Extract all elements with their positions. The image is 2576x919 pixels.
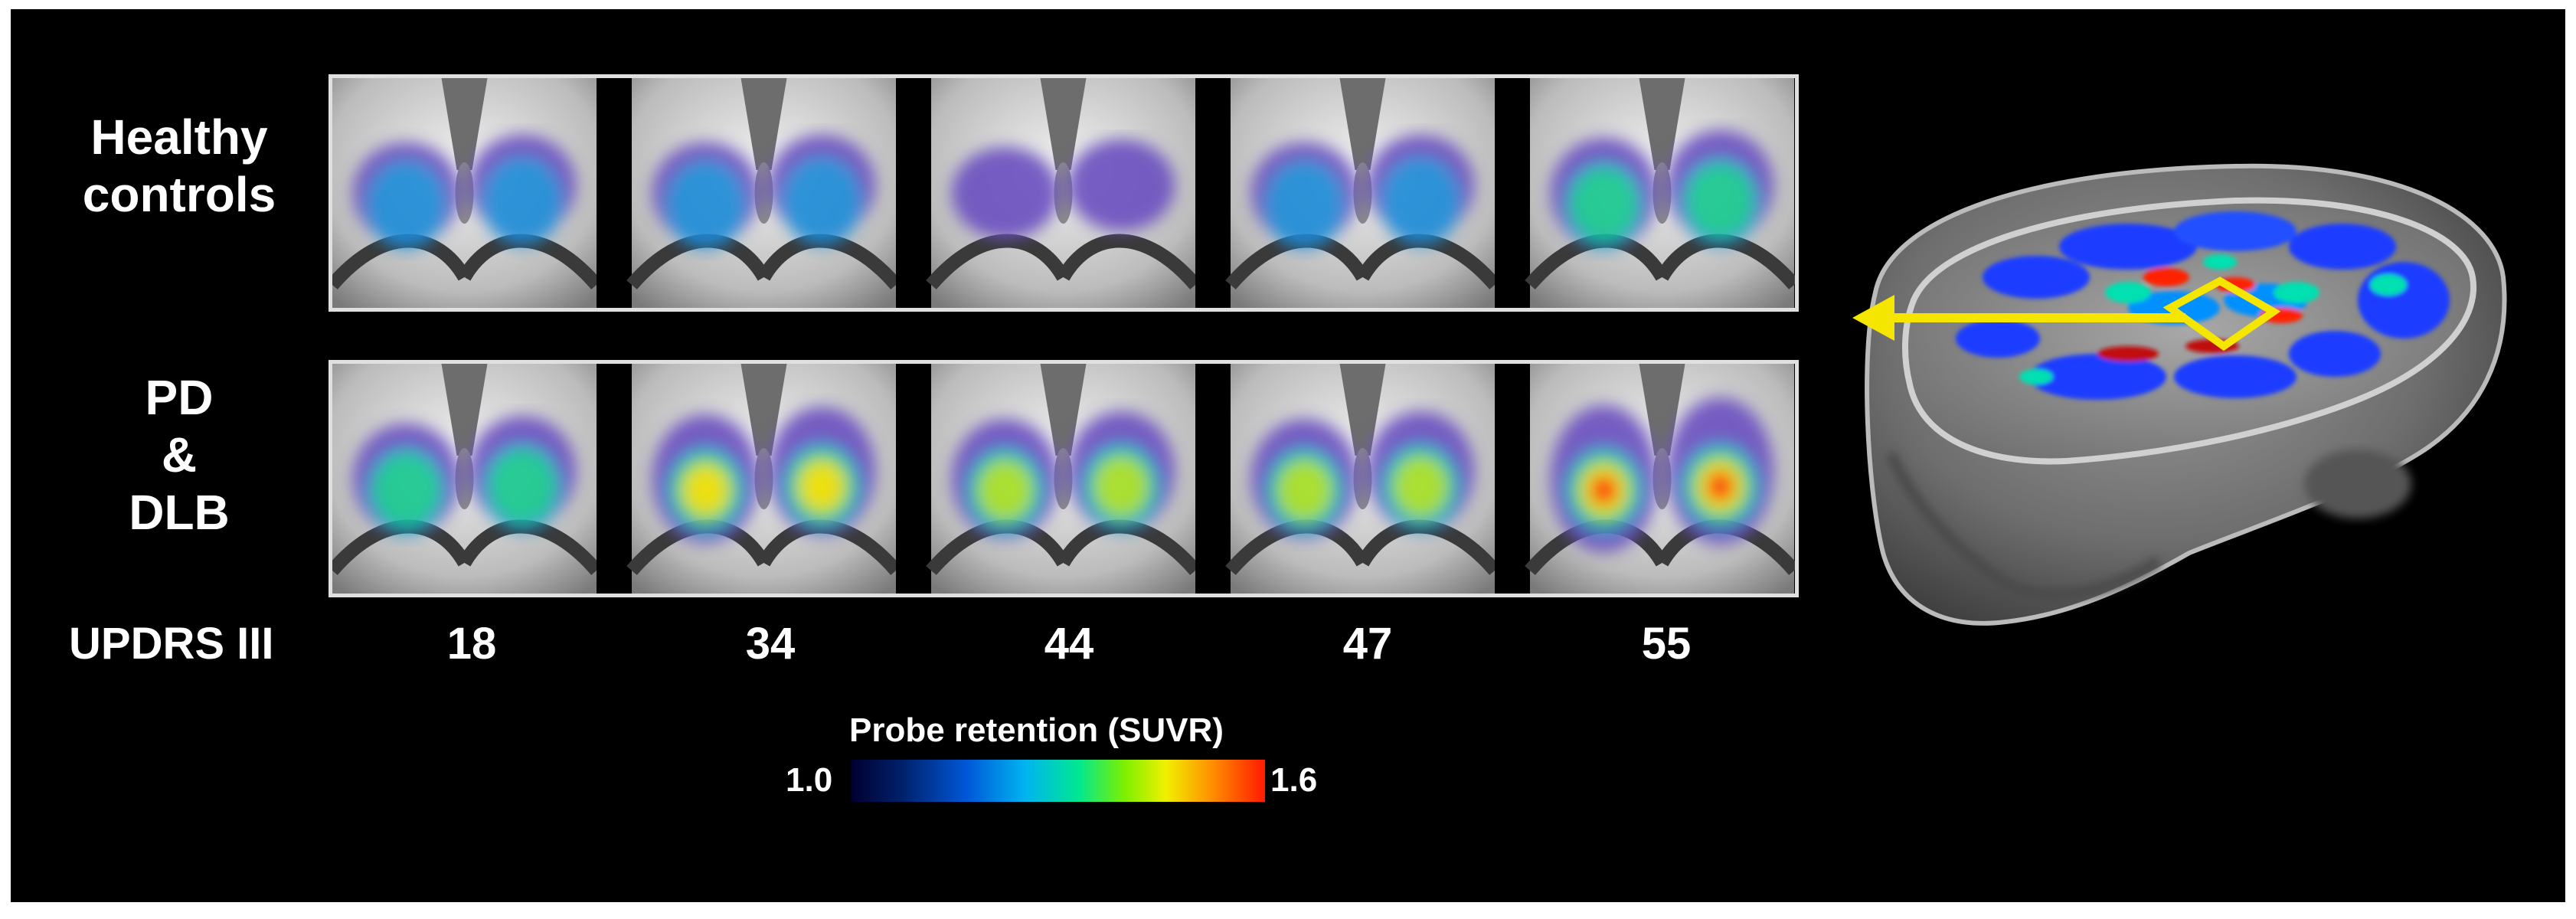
updrs-label: UPDRS III (69, 619, 274, 669)
updrs-score-4: 47 (1342, 619, 1393, 669)
hc-slice-separator (1195, 78, 1231, 308)
hc-svg (332, 78, 1795, 308)
figure-panel: Healthy controls PD & DLB UPDRS III 18 3… (11, 9, 2565, 902)
pet-overlay (1956, 211, 2450, 400)
hc-slice-4 (1225, 78, 1500, 308)
ear-shape (2304, 450, 2411, 518)
updrs-score-1: 18 (446, 619, 497, 669)
row-label-line: controls (82, 166, 276, 222)
pd-slice-4 (1225, 364, 1500, 594)
colorbar-min-label: 1.0 (786, 761, 833, 799)
hc-slice-separator (1495, 78, 1530, 308)
healthy-controls-pet-strip (329, 74, 1799, 312)
row-label-line: & (161, 427, 198, 482)
colorbar-gradient (852, 760, 1265, 802)
hc-slice-1 (332, 78, 602, 308)
colorbar-title: Probe retention (SUVR) (849, 711, 1224, 749)
pd-slice-5 (1525, 364, 1795, 594)
pd-slice-separator (597, 364, 632, 594)
pd-slice-separator (896, 364, 931, 594)
pd-slice-1 (332, 364, 602, 594)
pd-slice-2 (626, 364, 901, 594)
hc-slice-5 (1525, 78, 1795, 308)
arrow-head-icon (1852, 295, 1894, 341)
colorbar-max-label: 1.6 (1270, 761, 1318, 799)
updrs-score-3: 44 (1044, 619, 1094, 669)
pd-slice-separator (1495, 364, 1530, 594)
pd-svg (332, 364, 1795, 594)
face-shading (1885, 451, 2162, 600)
hc-slice-separator (896, 78, 931, 308)
row-label-line: Healthy (90, 110, 268, 165)
hc-slice-2 (626, 78, 901, 308)
updrs-score-2: 34 (745, 619, 796, 669)
pd-slice-3 (926, 364, 1201, 594)
brain-3d-rendering (1852, 163, 2507, 626)
row-label-line: DLB (129, 484, 230, 540)
row-label-healthy-controls: Healthy controls (64, 109, 294, 224)
hc-slice-separator (597, 78, 632, 308)
pd-slice-separator (1195, 364, 1231, 594)
row-label-pd-dlb: PD & DLB (110, 369, 248, 541)
pd-dlb-pet-strip (329, 360, 1799, 597)
roi-diamond (2162, 276, 2281, 352)
row-label-line: PD (145, 370, 214, 425)
hc-slice-3 (926, 78, 1201, 308)
updrs-score-5: 55 (1641, 619, 1692, 669)
